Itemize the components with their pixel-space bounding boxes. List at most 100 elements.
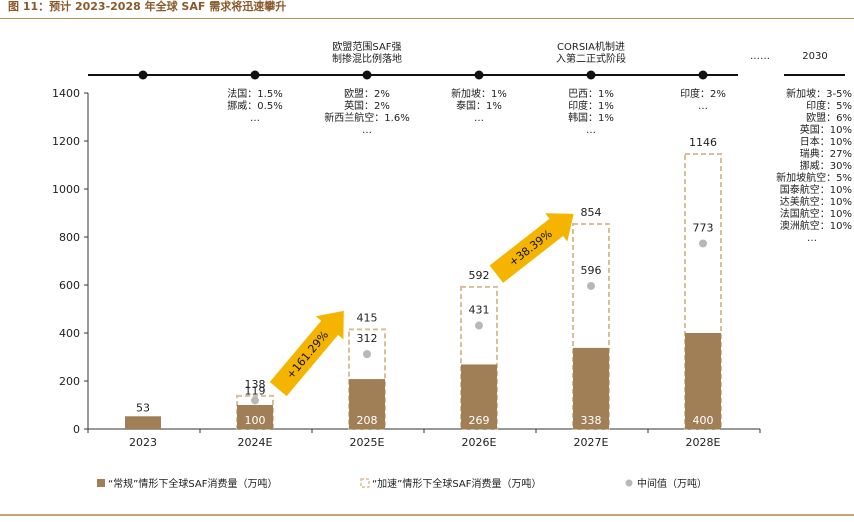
y-tick-label: 200 [59,375,80,388]
mandate-2030-label: 日本：10% [800,135,852,148]
accelerated-value-label: 854 [581,206,602,219]
median-marker [587,281,595,290]
y-tick-label: 1200 [52,135,80,148]
mandate-label: 巴西：1% [568,88,614,100]
mandate-label: … [474,113,484,124]
y-tick-label: 0 [73,423,80,436]
timeline-event-label: 制掺混比例落地 [332,52,402,65]
median-marker [475,321,483,330]
mandate-label: 泰国：1% [456,99,502,112]
normal-bar [573,347,609,429]
median-value-label: 312 [357,332,378,345]
timeline-dot [698,70,708,80]
mandate-label: 印度：1% [568,99,614,112]
median-marker [363,350,371,359]
y-tick-label: 400 [59,327,80,340]
timeline-dot [250,70,260,80]
y-tick-label: 1000 [52,183,80,196]
mandate-2030-label: 印度：5% [806,99,852,112]
mandate-label: … [362,125,372,136]
y-tick-label: 800 [59,231,80,244]
growth-arrow-label: +161.29% [284,328,331,381]
normal-bar [685,333,721,429]
y-tick-label: 1400 [52,87,80,100]
accelerated-value-label: 138 [245,378,266,391]
legend-normal-label: “常规”情形下全球SAF消费量（万吨） [108,477,278,490]
accelerated-value-label: 1146 [689,136,717,149]
median-value-label: 431 [469,304,490,317]
normal-value-label: 269 [469,414,490,427]
mandate-2030-label: … [807,233,817,244]
timeline-dot [586,70,596,80]
mandate-2030-label: 达美航空：10% [780,195,852,208]
legend-median-label: 中间值（万吨） [637,477,707,490]
median-marker [699,239,707,248]
growth-arrow-shape [489,213,574,283]
mandate-label: 法国：1.5% [227,87,282,100]
chart-axes: 0 200 400 600 800 1000 1200 1400 2023 2024E 2025E 2… [52,87,761,449]
median-value-label: 119 [245,384,266,397]
x-tick-label: 2023 [129,436,157,449]
median-marker [251,396,259,405]
mandate-label: … [250,113,260,124]
chart-bars: 53 138 100 119 415 208 312 592 269 431 854 338 596 11… [125,136,722,431]
timeline-dot [362,70,372,80]
top-rule [0,18,854,19]
accelerated-value-label: 592 [469,269,490,282]
mandate-2030-label: 新加坡航空：5% [776,171,852,184]
mandate-2030-label: 英国：10% [800,123,852,136]
legend-accelerated-swatch [360,478,370,488]
mandate-label: 新加坡：1% [451,87,507,100]
mandate-label: … [698,101,708,112]
mandate-label: 欧盟：2% [344,88,390,100]
y-tick-label: 600 [59,279,80,292]
timeline-dot [138,70,148,80]
mandate-label: 韩国：1% [568,111,614,124]
mandate-label: 英国：2% [344,99,390,112]
growth-arrow: +38.39% [489,213,574,283]
normal-value-label: 338 [581,414,602,427]
median-value-label: 773 [693,221,714,234]
normal-value-label: 400 [693,414,714,427]
normal-bar [461,364,497,429]
mandate-2030-label: 挪威：30% [800,159,852,172]
x-tick-label: 2027E [574,436,609,449]
accelerated-value-label: 415 [357,311,378,324]
figure-title: 图 11：预计 2023-2028 年全球 SAF 需求将迅速攀升 [8,0,287,13]
growth-arrow: +161.29% [269,310,344,397]
timeline-event-label: 入第二正式阶段 [556,52,626,65]
mandate-2030-label: 瑞典：27% [800,147,852,160]
x-tick-label: 2024E [238,436,273,449]
timeline-event-label: CORSIA机制进 [557,40,625,53]
mandate-label: 印度：2% [680,87,726,100]
normal-value-label: 100 [245,414,266,427]
normal-value-label: 53 [136,401,150,414]
mandate-2030-label: 新加坡：3-5% [786,87,852,100]
normal-bar [237,405,273,429]
policy-timeline: …… 2030法国：1.5%挪威：0.5%…欧盟范围SAF强制掺混比例落地欧盟：2… [88,40,852,244]
legend-normal-swatch [97,479,105,487]
x-tick-label: 2025E [350,436,385,449]
bottom-rule [0,514,854,516]
chart-legend: “常规”情形下全球SAF消费量（万吨） “加速”情形下全球SAF消费量（万吨） … [97,477,707,490]
mandate-2030-label: 欧盟：6% [806,112,852,124]
mandate-2030-label: 澳洲航空：10% [780,219,852,232]
timeline-dot [474,70,484,80]
timeline-2030-label: 2030 [802,51,827,62]
growth-arrow-shape [269,310,344,397]
mandate-2030-label: 法国航空：10% [780,207,852,220]
mandate-2030-label: 国泰航空：10% [780,183,852,196]
legend-accelerated-label: “加速”情形下全球SAF消费量（万吨） [372,477,542,490]
normal-bar [349,379,385,429]
mandate-label: 挪威：0.5% [227,99,282,112]
x-tick-label: 2026E [462,436,497,449]
normal-bar [125,416,161,429]
legend-median-marker [625,479,633,487]
normal-value-label: 208 [357,414,378,427]
growth-arrows: +161.29% +38.39% [269,213,574,397]
mandate-label: 新西兰航空：1.6% [324,111,409,124]
x-tick-label: 2028E [686,436,721,449]
timeline-ellipsis: …… [750,51,770,62]
mandate-label: … [586,125,596,136]
